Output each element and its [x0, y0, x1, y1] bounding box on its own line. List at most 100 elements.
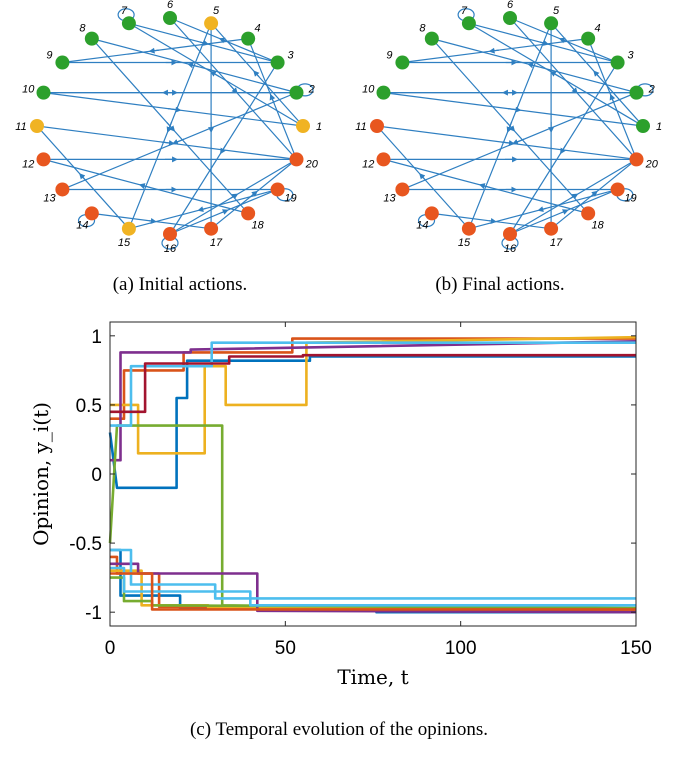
node — [289, 152, 304, 167]
node-label: 12 — [362, 159, 374, 171]
series-line-6 — [110, 341, 636, 427]
edge-arrow — [79, 173, 86, 180]
series-line-1 — [108, 355, 636, 490]
edge-arrow — [218, 37, 227, 44]
edge-arrow — [148, 217, 157, 224]
caption-opinion-evolution: (c) Temporal evolution of the opinions. — [189, 719, 489, 740]
series-line-10 — [110, 569, 637, 611]
edge-arrow — [593, 70, 600, 78]
node-label: 14 — [76, 220, 88, 232]
node-label: 8 — [419, 22, 426, 34]
edge-arrow — [166, 122, 176, 132]
node-label: 19 — [284, 193, 296, 205]
edge-arrow — [488, 47, 500, 54]
node-label: 15 — [118, 237, 131, 249]
edge-arrow — [220, 144, 227, 155]
node — [30, 119, 44, 133]
edge-arrow — [488, 217, 497, 224]
node-label: 3 — [287, 49, 294, 61]
node — [581, 31, 596, 46]
edge-arrow — [506, 122, 516, 132]
node-label: 18 — [251, 220, 264, 232]
edge-arrow — [230, 193, 239, 200]
node — [581, 206, 596, 221]
series-line-13 — [110, 548, 636, 600]
x-tick-label: 150 — [620, 638, 652, 659]
caption-initial-actions: (a) Initial actions. — [112, 274, 248, 295]
node — [270, 55, 285, 70]
edge-arrow — [540, 40, 550, 46]
node-label: 4 — [595, 22, 601, 34]
node — [289, 85, 304, 100]
node — [204, 16, 219, 31]
series-line-14 — [110, 566, 636, 607]
node-label: 16 — [164, 243, 177, 255]
node — [503, 227, 517, 241]
edge-arrow — [230, 85, 238, 94]
node — [84, 31, 99, 46]
node-label: 16 — [504, 243, 517, 255]
plot-frame — [109, 321, 637, 627]
node-label: 14 — [416, 220, 428, 232]
node-label: 11 — [355, 121, 366, 133]
node-label: 6 — [507, 0, 514, 11]
node-label: 20 — [645, 159, 659, 171]
y-tick-label: -0.5 — [69, 534, 102, 555]
edge-arrow — [560, 144, 567, 155]
x-axis-label: Time, t — [337, 665, 408, 689]
node-label: 10 — [22, 83, 35, 95]
node — [163, 11, 177, 25]
edge-arrow — [591, 190, 598, 197]
y-tick-label: 0.5 — [76, 396, 102, 417]
node — [370, 119, 384, 133]
node-label: 18 — [591, 220, 604, 232]
edge-arrow — [148, 47, 160, 54]
series-line-11 — [110, 562, 637, 614]
edge-arrow — [549, 71, 560, 78]
node — [36, 152, 51, 167]
x-tick-label: 0 — [105, 638, 116, 659]
edge-arrow — [200, 40, 210, 46]
edge-arrow — [561, 209, 569, 215]
node-label: 5 — [553, 5, 560, 17]
edge-arrow — [221, 209, 229, 215]
edge-arrow — [167, 106, 182, 113]
edge-arrow — [609, 93, 616, 102]
opinion-line-chart: 0 50 100 150 1 0.5 0 -0.5 -1 Time, t Opinion, y_i(… — [29, 321, 652, 689]
y-tick-label: -1 — [85, 603, 102, 624]
caption-final-actions: (b) Final actions. — [435, 274, 565, 295]
node — [121, 16, 136, 31]
series-line-15 — [110, 572, 636, 611]
edge-arrow — [251, 190, 258, 197]
node — [376, 152, 391, 167]
node-label: 1 — [656, 121, 662, 133]
node — [241, 31, 256, 46]
edge-arrow — [197, 206, 207, 213]
edge-arrow — [501, 139, 515, 146]
node — [376, 85, 391, 100]
node — [204, 221, 219, 236]
node — [424, 206, 439, 221]
edge-arrow — [558, 37, 567, 44]
node-label: 2 — [308, 83, 315, 95]
node — [503, 11, 517, 25]
edge-arrow — [253, 70, 260, 78]
x-tick-label: 50 — [275, 638, 296, 659]
node — [395, 55, 410, 70]
series-line-4 — [110, 340, 637, 462]
series-line-12 — [110, 576, 637, 610]
y-axis-label: Opinion, y_i(t) — [29, 402, 53, 546]
node — [544, 221, 559, 236]
series-line-3 — [110, 335, 637, 455]
node-label: 4 — [255, 22, 261, 34]
node-label: 2 — [648, 83, 655, 95]
node-label: 15 — [458, 237, 471, 249]
node — [121, 221, 136, 236]
node-label: 3 — [627, 49, 634, 61]
node — [296, 119, 310, 133]
y-tick-label: 1 — [91, 327, 102, 348]
edge-arrow — [507, 106, 522, 113]
series-line-8 — [110, 548, 636, 614]
edge-arrow — [209, 71, 220, 78]
